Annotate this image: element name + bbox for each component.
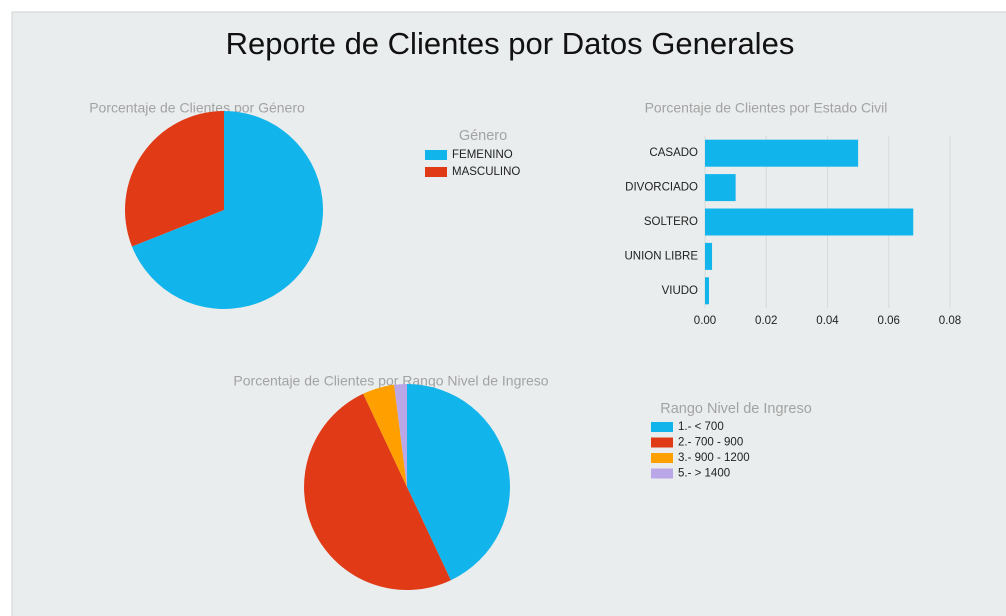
legend-title: Género — [459, 128, 507, 144]
legend-swatch — [651, 453, 673, 463]
pie-slice — [125, 111, 224, 247]
chart-title: Porcentaje de Clientes por Rango Nivel d… — [233, 373, 548, 389]
y-tick-label: SOLTERO — [644, 216, 698, 228]
bar — [705, 174, 736, 202]
x-tick-label: 0.02 — [755, 315, 777, 327]
x-tick-label: 0.00 — [694, 315, 716, 327]
legend-label: 5.- > 1400 — [678, 468, 730, 480]
y-tick-label: UNION LIBRE — [625, 250, 699, 262]
legend-label: MASCULINO — [452, 166, 520, 178]
legend-label: 2.- 700 - 900 — [678, 437, 743, 449]
x-tick-label: 0.04 — [816, 315, 839, 327]
y-tick-label: CASADO — [649, 147, 698, 159]
x-tick-label: 0.06 — [878, 315, 900, 327]
y-tick-label: VIUDO — [662, 285, 698, 297]
legend-swatch — [651, 422, 673, 432]
pie-slice — [407, 384, 511, 581]
bar — [705, 242, 713, 270]
legend-swatch — [425, 167, 447, 177]
x-tick-label: 0.08 — [939, 315, 961, 327]
chart-title: Porcentaje de Clientes por Estado Civil — [645, 100, 888, 116]
pie-slice — [394, 383, 407, 487]
legend-swatch — [425, 150, 447, 160]
legend-title: Rango Nivel de Ingreso — [660, 401, 812, 417]
pie-slice — [131, 111, 323, 310]
pie-slice — [304, 393, 451, 590]
legend-label: 1.- < 700 — [678, 421, 724, 433]
legend-swatch — [651, 437, 673, 448]
legend-swatch — [651, 468, 673, 479]
panel — [11, 11, 1006, 616]
chart-title: Porcentaje de Clientes por Género — [89, 100, 305, 116]
page-title: Reporte de Clientes por Datos Generales — [226, 26, 795, 61]
legend-label: FEMENINO — [452, 149, 513, 161]
legend-label: 3.- 900 - 1200 — [678, 452, 750, 464]
bar — [705, 139, 859, 167]
bar — [705, 208, 914, 236]
y-tick-label: DIVORCIADO — [625, 182, 698, 194]
bar — [705, 277, 709, 305]
pie-slice — [363, 384, 407, 487]
